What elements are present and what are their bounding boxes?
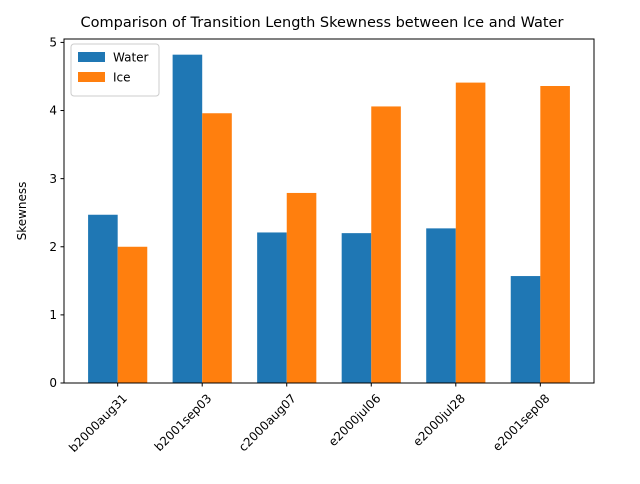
- chart-legend: Water Ice: [70, 43, 160, 97]
- x-tick-label-e2000jul06: e2000jul06: [326, 391, 384, 449]
- bar-water-e2001sep08: [510, 276, 541, 383]
- bar-water-e2000jul28: [426, 228, 456, 383]
- legend-label-ice: Ice: [113, 71, 131, 85]
- y-tick-label: 4: [49, 104, 57, 118]
- bar-water-c2000aug07: [257, 232, 287, 383]
- legend-label-water: Water: [113, 51, 149, 65]
- bars-layer: [88, 54, 570, 384]
- bar-ice-e2001sep08: [540, 86, 570, 383]
- y-tick-label: 2: [49, 240, 57, 254]
- y-tick-label: 5: [49, 36, 57, 50]
- legend-swatch-water: [78, 52, 105, 62]
- x-tick-label-b2000aug31: b2000aug31: [66, 391, 130, 455]
- bar-ice-c2000aug07: [286, 192, 317, 383]
- bar-water-b2000aug31: [88, 214, 118, 383]
- x-tick-label-e2001sep08: e2001sep08: [490, 391, 553, 454]
- x-tick-label-e2000jul28: e2000jul28: [410, 391, 468, 449]
- chart-title: Comparison of Transition Length Skewness…: [81, 15, 564, 31]
- y-axis-label: Skewness: [15, 182, 29, 241]
- y-tick-label: 3: [49, 172, 57, 186]
- bar-ice-e2000jul06: [371, 106, 401, 383]
- bar-ice-b2001sep03: [202, 113, 232, 383]
- plot-frame: [63, 38, 595, 384]
- bar-ice-b2000aug31: [117, 246, 148, 383]
- bar-water-e2000jul06: [341, 233, 372, 383]
- y-tick-label: 0: [49, 376, 57, 390]
- bar-ice-e2000jul28: [455, 82, 486, 383]
- x-tick-label-c2000aug07: c2000aug07: [236, 391, 299, 454]
- x-tick-label-b2001sep03: b2001sep03: [152, 391, 215, 454]
- legend-swatch-ice: [78, 72, 105, 82]
- axes-layer: 0 1 2 3 4 5 b2000aug31 b2001sep03 c2000aug07 e200…: [49, 36, 595, 455]
- y-tick-label: 1: [49, 308, 57, 322]
- bar-water-b2001sep03: [172, 54, 203, 384]
